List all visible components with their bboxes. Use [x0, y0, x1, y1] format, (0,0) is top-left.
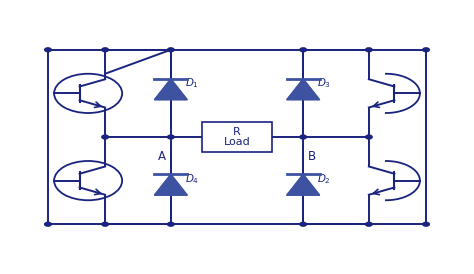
Polygon shape — [155, 174, 187, 195]
Text: $D_1$: $D_1$ — [185, 76, 199, 90]
Circle shape — [45, 222, 51, 226]
Circle shape — [102, 222, 109, 226]
Circle shape — [300, 135, 307, 139]
Circle shape — [365, 222, 372, 226]
Bar — [201, 122, 273, 152]
Circle shape — [365, 135, 372, 139]
Polygon shape — [155, 79, 187, 100]
Polygon shape — [287, 174, 319, 195]
Text: A: A — [158, 150, 166, 162]
Circle shape — [300, 48, 307, 52]
Circle shape — [423, 222, 429, 226]
Circle shape — [102, 135, 109, 139]
Text: B: B — [308, 150, 316, 162]
Circle shape — [167, 48, 174, 52]
Polygon shape — [287, 79, 319, 100]
Circle shape — [167, 135, 174, 139]
Text: $D_4$: $D_4$ — [185, 172, 199, 185]
Text: Load: Load — [224, 137, 250, 147]
Circle shape — [423, 48, 429, 52]
Circle shape — [300, 222, 307, 226]
Circle shape — [365, 48, 372, 52]
Text: $D_2$: $D_2$ — [318, 172, 331, 185]
Text: $D_3$: $D_3$ — [318, 76, 331, 90]
Text: R: R — [233, 127, 241, 137]
Circle shape — [167, 222, 174, 226]
Circle shape — [45, 48, 51, 52]
Circle shape — [102, 48, 109, 52]
